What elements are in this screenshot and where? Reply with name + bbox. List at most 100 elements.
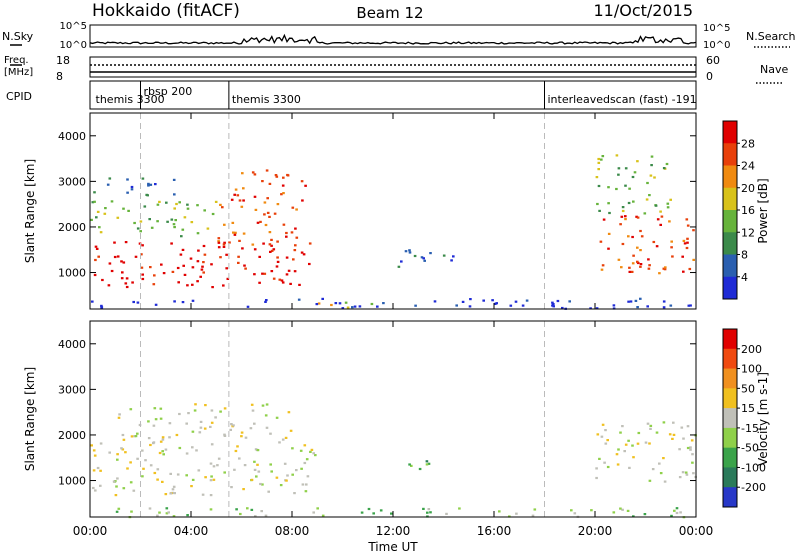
data-cell: [95, 216, 98, 219]
data-cell: [212, 465, 216, 468]
data-cell: [253, 173, 257, 176]
data-cell: [250, 478, 254, 481]
data-cell: [230, 486, 233, 489]
data-cell: [116, 477, 119, 480]
data-cell: [295, 208, 298, 211]
data-cell: [262, 242, 265, 245]
data-cell: [689, 446, 692, 449]
data-cell: [658, 272, 661, 275]
data-cell: [243, 464, 247, 467]
data-cell: [269, 432, 272, 435]
data-cell: [129, 481, 133, 484]
data-cell: [672, 421, 675, 424]
data-cell: [149, 183, 153, 186]
data-cell: [552, 305, 555, 308]
data-cell: [656, 218, 660, 221]
data-cell: [181, 228, 185, 231]
data-cell: [156, 220, 159, 223]
data-cell: [595, 307, 599, 310]
data-cell: [648, 479, 652, 482]
data-cell: [175, 433, 179, 437]
data-cell: [221, 206, 224, 209]
data-cell: [589, 307, 592, 310]
data-cell: [181, 248, 185, 251]
colorbar-tick-label: 20: [741, 182, 755, 195]
data-cell: [171, 270, 175, 273]
data-cell: [643, 513, 647, 516]
data-cell: [666, 206, 670, 209]
data-cell: [154, 418, 158, 421]
data-cell: [293, 249, 297, 252]
data-cell: [595, 176, 599, 179]
data-cell: [632, 254, 635, 257]
data-cell: [116, 458, 119, 461]
data-cell: [685, 473, 689, 476]
data-cell: [141, 475, 144, 478]
data-cell: [104, 207, 107, 210]
data-cell: [289, 429, 293, 432]
data-cell: [263, 272, 267, 275]
data-cell: [93, 191, 96, 194]
data-cell: [308, 242, 312, 245]
data-cell: [199, 275, 202, 278]
data-cell: [668, 220, 671, 223]
data-cell: [281, 438, 285, 441]
data-cell: [303, 444, 307, 447]
colorbar-segment: [723, 427, 737, 449]
data-cell: [636, 246, 639, 249]
data-cell: [124, 451, 127, 454]
data-cell: [653, 176, 656, 179]
nave-tick-bottom: 0: [706, 70, 713, 83]
data-cell: [201, 265, 204, 268]
data-cell: [256, 463, 259, 466]
data-cell: [631, 262, 635, 265]
nave-label: Nave: [760, 63, 788, 76]
data-cell: [469, 298, 472, 301]
data-cell: [619, 507, 622, 510]
data-cell: [133, 221, 136, 225]
data-cell: [645, 198, 649, 201]
data-cell: [235, 508, 238, 511]
data-cell: [211, 286, 214, 289]
data-cell: [626, 509, 630, 512]
data-cell: [692, 472, 695, 475]
data-cell: [261, 483, 264, 486]
data-cell: [209, 425, 212, 428]
data-cell: [681, 255, 684, 258]
cpid-label: CPID: [6, 90, 32, 103]
data-cell: [168, 422, 172, 425]
colorbar-segment: [723, 408, 737, 429]
freq-panel-frame: [89, 56, 697, 78]
data-cell: [310, 448, 314, 451]
data-cell: [130, 188, 134, 191]
data-cell: [199, 426, 203, 429]
data-cell: [134, 255, 138, 258]
data-cell: [341, 307, 345, 310]
data-cell: [632, 200, 635, 203]
data-cell: [686, 224, 690, 227]
data-cell: [256, 449, 260, 452]
data-cell: [619, 223, 622, 226]
data-cell: [164, 493, 168, 496]
data-cell: [265, 426, 269, 429]
data-cell: [110, 269, 114, 273]
data-cell: [597, 161, 601, 164]
colorbar-segment: [723, 121, 737, 144]
data-cell: [670, 246, 673, 249]
y-tick-label: 2000: [58, 429, 86, 442]
velocity-y-axis: 1000 2000 3000 4000: [58, 338, 696, 488]
data-cell: [250, 403, 254, 406]
nsearch-label: N.Search: [746, 30, 796, 43]
data-cell: [140, 266, 144, 269]
data-cell: [425, 460, 429, 463]
data-cell: [639, 249, 642, 252]
data-cell: [264, 514, 268, 517]
data-cell: [100, 304, 103, 307]
data-cell: [671, 255, 674, 258]
data-cell: [266, 197, 269, 200]
data-cell: [304, 490, 308, 493]
data-cell: [191, 283, 194, 286]
data-cell: [241, 172, 244, 175]
data-cell: [251, 243, 255, 246]
